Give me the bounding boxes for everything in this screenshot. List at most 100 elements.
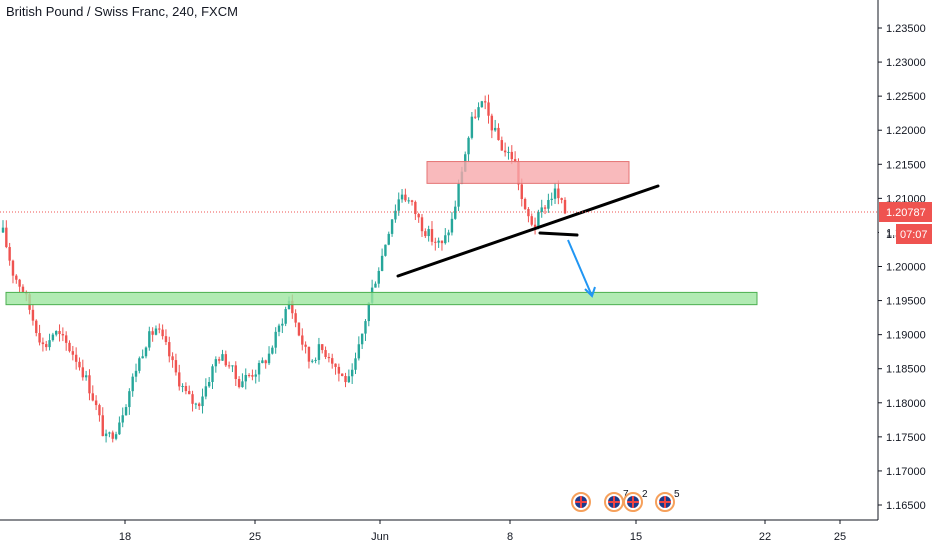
candle-body xyxy=(101,415,104,437)
candle-body xyxy=(31,309,35,321)
time-tick-label: Jun xyxy=(371,531,389,543)
candle-body xyxy=(247,374,251,376)
time-tick-label: 15 xyxy=(630,531,642,543)
candle-body xyxy=(427,229,430,237)
candle-body xyxy=(317,344,321,360)
candle-body xyxy=(88,375,91,394)
price-tick-label: 1.18000 xyxy=(886,398,926,410)
candle-body xyxy=(507,151,510,153)
candle-body xyxy=(124,407,128,416)
candle-body xyxy=(400,194,404,200)
event-count: 7 xyxy=(623,489,629,500)
candle-body xyxy=(344,376,347,383)
candle-body xyxy=(394,210,397,220)
candle-body xyxy=(510,151,513,160)
candle-body xyxy=(114,434,118,439)
candle-body xyxy=(430,229,434,242)
candle-body xyxy=(454,206,457,219)
candle-body xyxy=(340,373,344,377)
candle-body xyxy=(121,415,124,423)
time-tick-label: 8 xyxy=(507,531,513,543)
candle-body xyxy=(38,333,41,343)
candle-body xyxy=(171,356,174,361)
candle-body xyxy=(440,240,444,244)
candle-body xyxy=(334,363,337,367)
time-tick-label: 18 xyxy=(119,531,131,543)
candle-body xyxy=(447,232,450,236)
candle-body xyxy=(154,328,158,335)
candle-body xyxy=(347,376,351,383)
candle-body xyxy=(64,335,68,343)
candle-body xyxy=(224,354,228,366)
candle-body xyxy=(201,396,204,407)
price-tick-label: 1.22000 xyxy=(886,125,926,137)
price-tick-label: 1.23000 xyxy=(886,57,926,69)
countdown-label: 07:07 xyxy=(900,229,928,241)
candle-body xyxy=(374,283,377,288)
candle-body xyxy=(118,422,121,435)
candle-body xyxy=(390,219,394,234)
candle-body xyxy=(553,188,557,199)
candle-body xyxy=(261,360,264,364)
candle-body xyxy=(188,391,191,395)
candle-body xyxy=(217,359,221,361)
candle-body xyxy=(537,211,540,228)
candle-body xyxy=(387,233,390,245)
candle-body xyxy=(45,344,48,348)
candle-body xyxy=(284,309,287,324)
candle-body xyxy=(98,405,101,416)
candle-body xyxy=(251,375,254,377)
candle-body xyxy=(168,342,171,357)
candle-body xyxy=(277,325,281,332)
candle-body xyxy=(131,376,134,392)
time-axis: 18 25 Jun 8 15 22 25 xyxy=(119,520,846,543)
candle-body xyxy=(420,217,424,232)
trendline xyxy=(396,184,660,278)
price-tick-label: 1.18500 xyxy=(886,364,926,376)
candle-body xyxy=(294,313,297,323)
candle-body xyxy=(480,101,484,108)
candle-body xyxy=(214,359,218,367)
candle-body xyxy=(18,279,21,287)
price-tag-gap xyxy=(879,224,887,244)
price-tick-label: 1. xyxy=(886,229,895,241)
candle-body xyxy=(327,356,331,359)
candle-body xyxy=(497,127,500,141)
candle-body xyxy=(377,270,380,284)
candle-body xyxy=(128,391,131,408)
candle-body xyxy=(141,356,144,359)
candle-body xyxy=(241,381,244,388)
uk-flag-icon xyxy=(655,492,675,512)
candle-body xyxy=(523,199,527,210)
candle-body xyxy=(51,334,55,341)
candle-body xyxy=(470,116,474,138)
candles xyxy=(1,94,567,443)
candle-body xyxy=(314,359,317,361)
candle-body xyxy=(321,344,324,351)
candle-body xyxy=(543,207,547,209)
candle-body xyxy=(271,347,274,354)
candle-body xyxy=(304,344,307,347)
price-tick-label: 1.19000 xyxy=(886,330,926,342)
candle-body xyxy=(354,358,357,370)
candle-body xyxy=(500,140,504,151)
candle-body xyxy=(178,372,181,387)
drawings xyxy=(396,184,660,298)
candle-body xyxy=(207,381,211,387)
candle-body xyxy=(477,107,480,118)
candle-body xyxy=(68,342,71,352)
candle-body xyxy=(164,336,168,343)
candle-body xyxy=(144,347,148,357)
candle-body xyxy=(78,361,81,368)
candle-body xyxy=(134,370,138,377)
candle-body xyxy=(204,386,208,397)
candle-body xyxy=(437,240,440,243)
candle-body xyxy=(513,159,517,163)
candle-body xyxy=(530,216,533,225)
candle-body xyxy=(324,350,327,357)
candle-body xyxy=(424,231,427,237)
candle-body xyxy=(58,330,61,335)
candle-body xyxy=(74,354,78,362)
candle-body xyxy=(384,244,387,256)
